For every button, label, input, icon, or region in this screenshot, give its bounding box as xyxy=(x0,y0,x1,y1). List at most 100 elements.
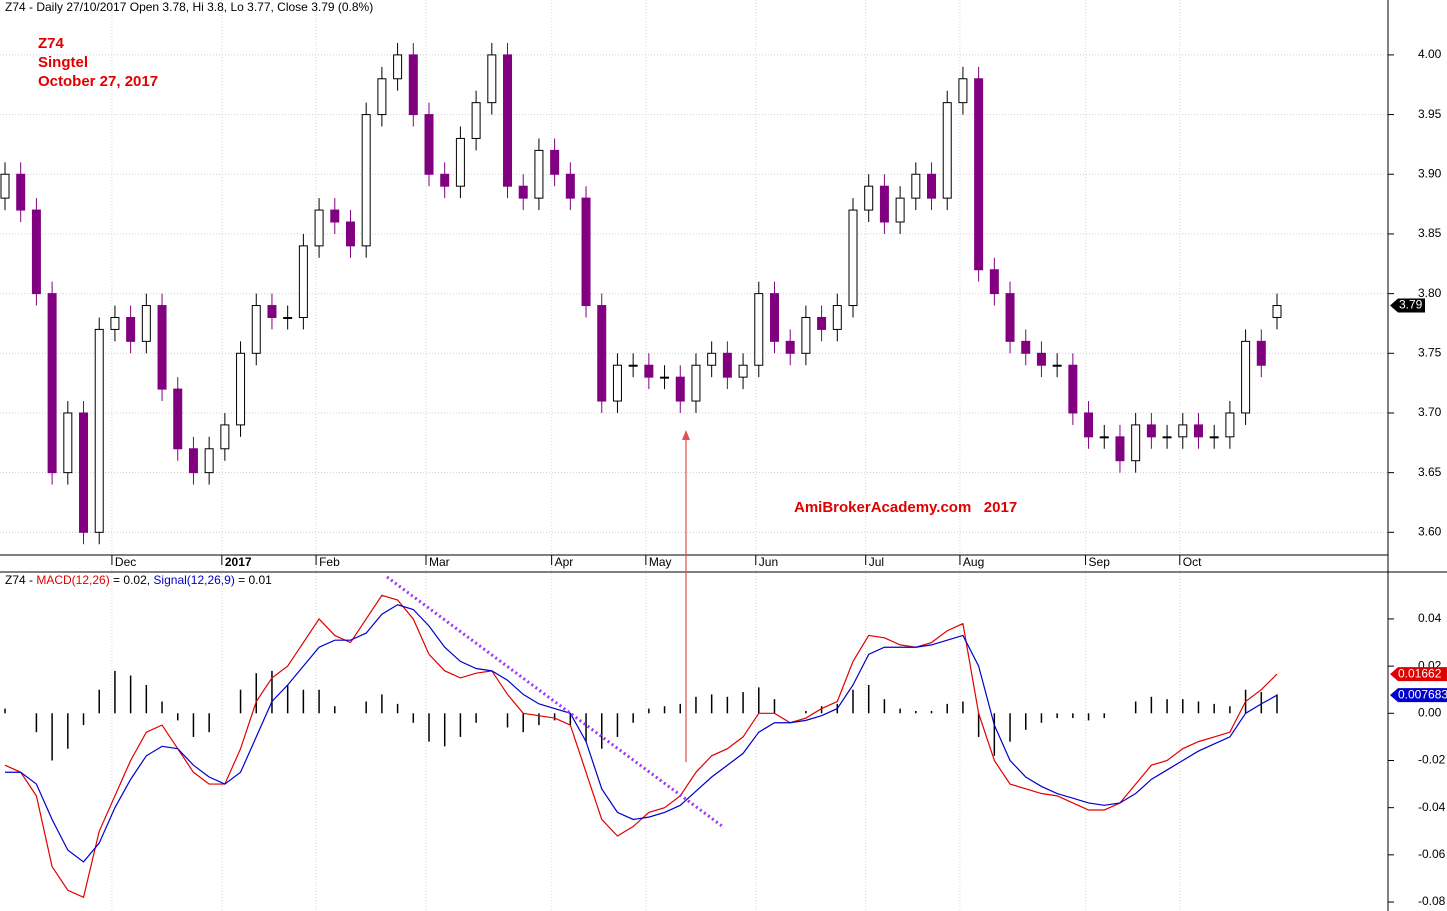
y-tick-label: 0.04 xyxy=(1418,611,1442,625)
candle-body xyxy=(927,173,937,199)
y-tick-label: 4.00 xyxy=(1418,47,1442,61)
candle-body xyxy=(565,173,575,199)
arrow-head xyxy=(682,430,690,440)
candle-body xyxy=(408,54,418,116)
y-tick-label: -0.04 xyxy=(1418,800,1446,814)
chart-title: Z74 - Daily 27/10/2017 Open 3.78, Hi 3.8… xyxy=(5,0,373,14)
annotation: Z74 xyxy=(38,35,65,52)
candle-body xyxy=(1068,364,1078,414)
candle-body xyxy=(660,376,670,379)
candle-body xyxy=(1099,436,1109,439)
candle-body xyxy=(47,293,57,474)
y-tick-label: 3.95 xyxy=(1418,107,1442,121)
candle-body xyxy=(958,78,968,104)
candle-body xyxy=(267,305,277,318)
candle-body xyxy=(785,340,795,354)
candle-body xyxy=(848,209,858,307)
candle-body xyxy=(612,364,622,402)
candle-body xyxy=(1178,424,1188,438)
grid-layer xyxy=(0,0,1388,911)
candle-body xyxy=(157,305,167,390)
candle-body xyxy=(314,209,324,247)
candle-body xyxy=(94,328,104,533)
candle-body xyxy=(236,352,246,426)
x-tick-label: Dec xyxy=(115,555,136,569)
candle-body xyxy=(471,102,481,139)
y-tick-label: 3.75 xyxy=(1418,345,1442,359)
candle-body xyxy=(628,364,638,367)
candle-body xyxy=(989,269,999,295)
candle-body xyxy=(644,364,654,378)
candle-body xyxy=(754,293,764,366)
candle-body xyxy=(1241,340,1251,414)
legend-entry: MACD(12,26) xyxy=(36,573,109,587)
y-tick-label: 3.60 xyxy=(1418,524,1442,538)
candle-body xyxy=(864,185,874,211)
marks-layer xyxy=(0,42,1282,899)
macd-title-value: = 0.02, xyxy=(113,573,153,587)
candle-body xyxy=(204,448,214,474)
candle-body xyxy=(330,209,340,223)
candle-body xyxy=(675,376,685,402)
candle-body xyxy=(0,173,10,199)
candle-body xyxy=(110,316,120,330)
annotation: Singtel xyxy=(38,54,88,71)
y-tick-label: 0.00 xyxy=(1418,705,1442,719)
x-tick-label: Aug xyxy=(963,555,984,569)
y-tick-label: 3.70 xyxy=(1418,405,1442,419)
candle-body xyxy=(974,78,984,271)
y-tick-label: 3.65 xyxy=(1418,465,1442,479)
candle-body xyxy=(440,173,450,187)
candle-body xyxy=(1256,340,1266,366)
series-line xyxy=(5,604,1278,863)
candle-body xyxy=(738,364,748,378)
value-tag-label: 0.01662 xyxy=(1398,666,1442,680)
candle-body xyxy=(691,364,701,402)
candle-body xyxy=(1146,424,1156,438)
candle-body xyxy=(942,102,952,199)
candle-body xyxy=(1021,340,1031,354)
price-tag-label: 3.79 xyxy=(1399,298,1423,312)
candle-body xyxy=(298,245,308,318)
candle-body xyxy=(220,424,230,450)
candle-body xyxy=(1225,412,1235,438)
candle-body xyxy=(345,221,355,247)
annotation: October 27, 2017 xyxy=(38,73,158,90)
candle-body xyxy=(801,316,811,354)
candle-body xyxy=(1209,436,1219,439)
candle-body xyxy=(817,316,827,330)
candle-body xyxy=(1036,352,1046,366)
candle-body xyxy=(503,54,513,187)
candle-body xyxy=(31,209,41,295)
candle-body xyxy=(251,305,261,354)
candle-body xyxy=(769,293,779,342)
candle-body xyxy=(518,185,528,199)
x-tick-label: Feb xyxy=(319,555,340,569)
y-tick-label: 3.90 xyxy=(1418,166,1442,180)
value-tag xyxy=(1390,688,1447,703)
candle-body xyxy=(1193,424,1203,438)
candle-body xyxy=(455,137,465,187)
candle-body xyxy=(581,197,591,307)
candle-body xyxy=(707,352,717,366)
x-tick-label: Mar xyxy=(429,555,450,569)
candle-body xyxy=(16,173,26,211)
macd-title: Z74 - MACD(12,26) = 0.02, Signal(12,26,9… xyxy=(5,573,272,587)
x-tick-label: Jun xyxy=(759,555,778,569)
legend-entry: Signal(12,26,9) xyxy=(153,573,234,587)
candle-body xyxy=(63,412,73,474)
candle-body xyxy=(283,316,293,319)
candle-body xyxy=(832,305,842,330)
candle-body xyxy=(377,78,387,116)
y-tick-label: -0.06 xyxy=(1418,847,1446,861)
signal-title-value: = 0.01 xyxy=(238,573,272,587)
candle-body xyxy=(1084,412,1094,438)
candle-body xyxy=(487,54,497,104)
y-tick-label: -0.08 xyxy=(1418,894,1446,908)
candle-body xyxy=(1005,293,1015,342)
candle-body xyxy=(1131,424,1141,462)
x-tick-label: May xyxy=(649,555,672,569)
candle-body xyxy=(911,173,921,199)
